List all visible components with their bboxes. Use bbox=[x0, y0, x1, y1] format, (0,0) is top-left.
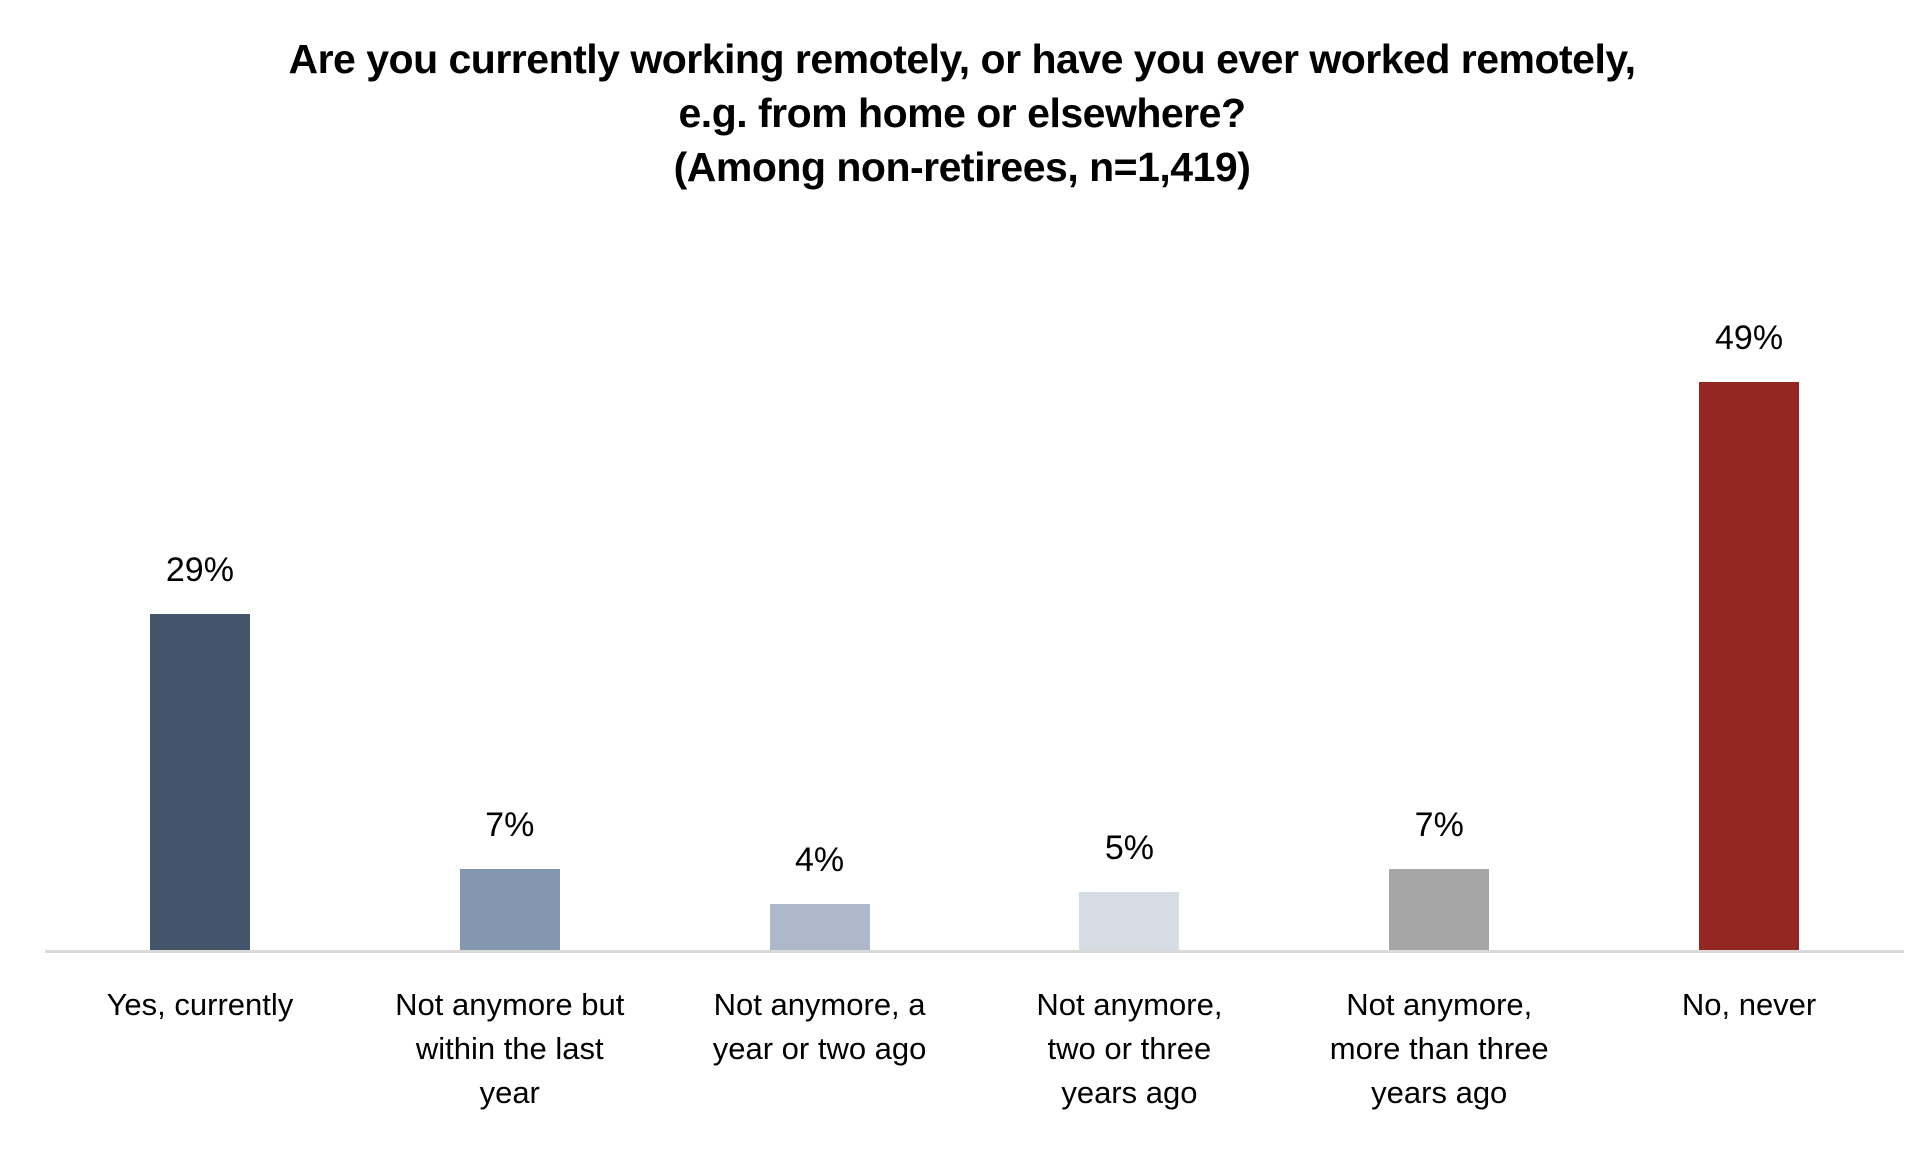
bar-column-yes-currently: 29% bbox=[45, 553, 355, 950]
value-label: 7% bbox=[1414, 806, 1464, 844]
plot-area: 29% 7% 4% 5% 7% 49% bbox=[45, 0, 1904, 953]
chart-title: Are you currently working remotely, or h… bbox=[0, 32, 1924, 194]
bar-column-year-or-two-ago: 4% bbox=[665, 843, 975, 950]
bar-no-never bbox=[1699, 382, 1800, 950]
bar-column-no-never: 49% bbox=[1594, 321, 1904, 950]
chart-title-line-3: (Among non-retirees, n=1,419) bbox=[673, 144, 1251, 191]
bar-yes-currently bbox=[149, 614, 250, 950]
value-label: 7% bbox=[485, 806, 535, 844]
bar-column-more-than-three-years-ago: 7% bbox=[1284, 808, 1594, 950]
chart-title-line-1: Are you currently working remotely, or h… bbox=[288, 36, 1636, 82]
x-axis-label-within-last-year: Not anymore but within the last year bbox=[395, 987, 625, 1111]
x-axis-label-yes-currently: Yes, currently bbox=[106, 987, 294, 1022]
bar-more-than-three-years-ago bbox=[1389, 869, 1490, 950]
bar-column-two-or-three-years-ago: 5% bbox=[974, 831, 1284, 950]
value-label: 5% bbox=[1104, 829, 1154, 867]
bar-column-within-last-year: 7% bbox=[355, 808, 665, 950]
chart-title-line-2: e.g. from home or elsewhere? bbox=[678, 90, 1247, 137]
x-axis-label-no-never: No, never bbox=[1681, 987, 1817, 1022]
value-label: 29% bbox=[165, 551, 234, 589]
x-axis-label-two-or-three-years-ago: Not anymore, two or three years ago bbox=[1036, 987, 1223, 1111]
bar-within-last-year bbox=[459, 869, 560, 950]
x-axis-labels: Yes, currently Not anymore but within th… bbox=[45, 983, 1904, 1115]
bar-year-or-two-ago bbox=[769, 904, 870, 950]
value-label: 49% bbox=[1715, 319, 1784, 357]
value-label: 4% bbox=[795, 841, 845, 879]
x-axis-label-year-or-two-ago: Not anymore, a year or two ago bbox=[712, 987, 927, 1067]
x-axis-label-more-than-three-years-ago: Not anymore, more than three years ago bbox=[1329, 987, 1549, 1111]
bar-two-or-three-years-ago bbox=[1079, 892, 1180, 950]
